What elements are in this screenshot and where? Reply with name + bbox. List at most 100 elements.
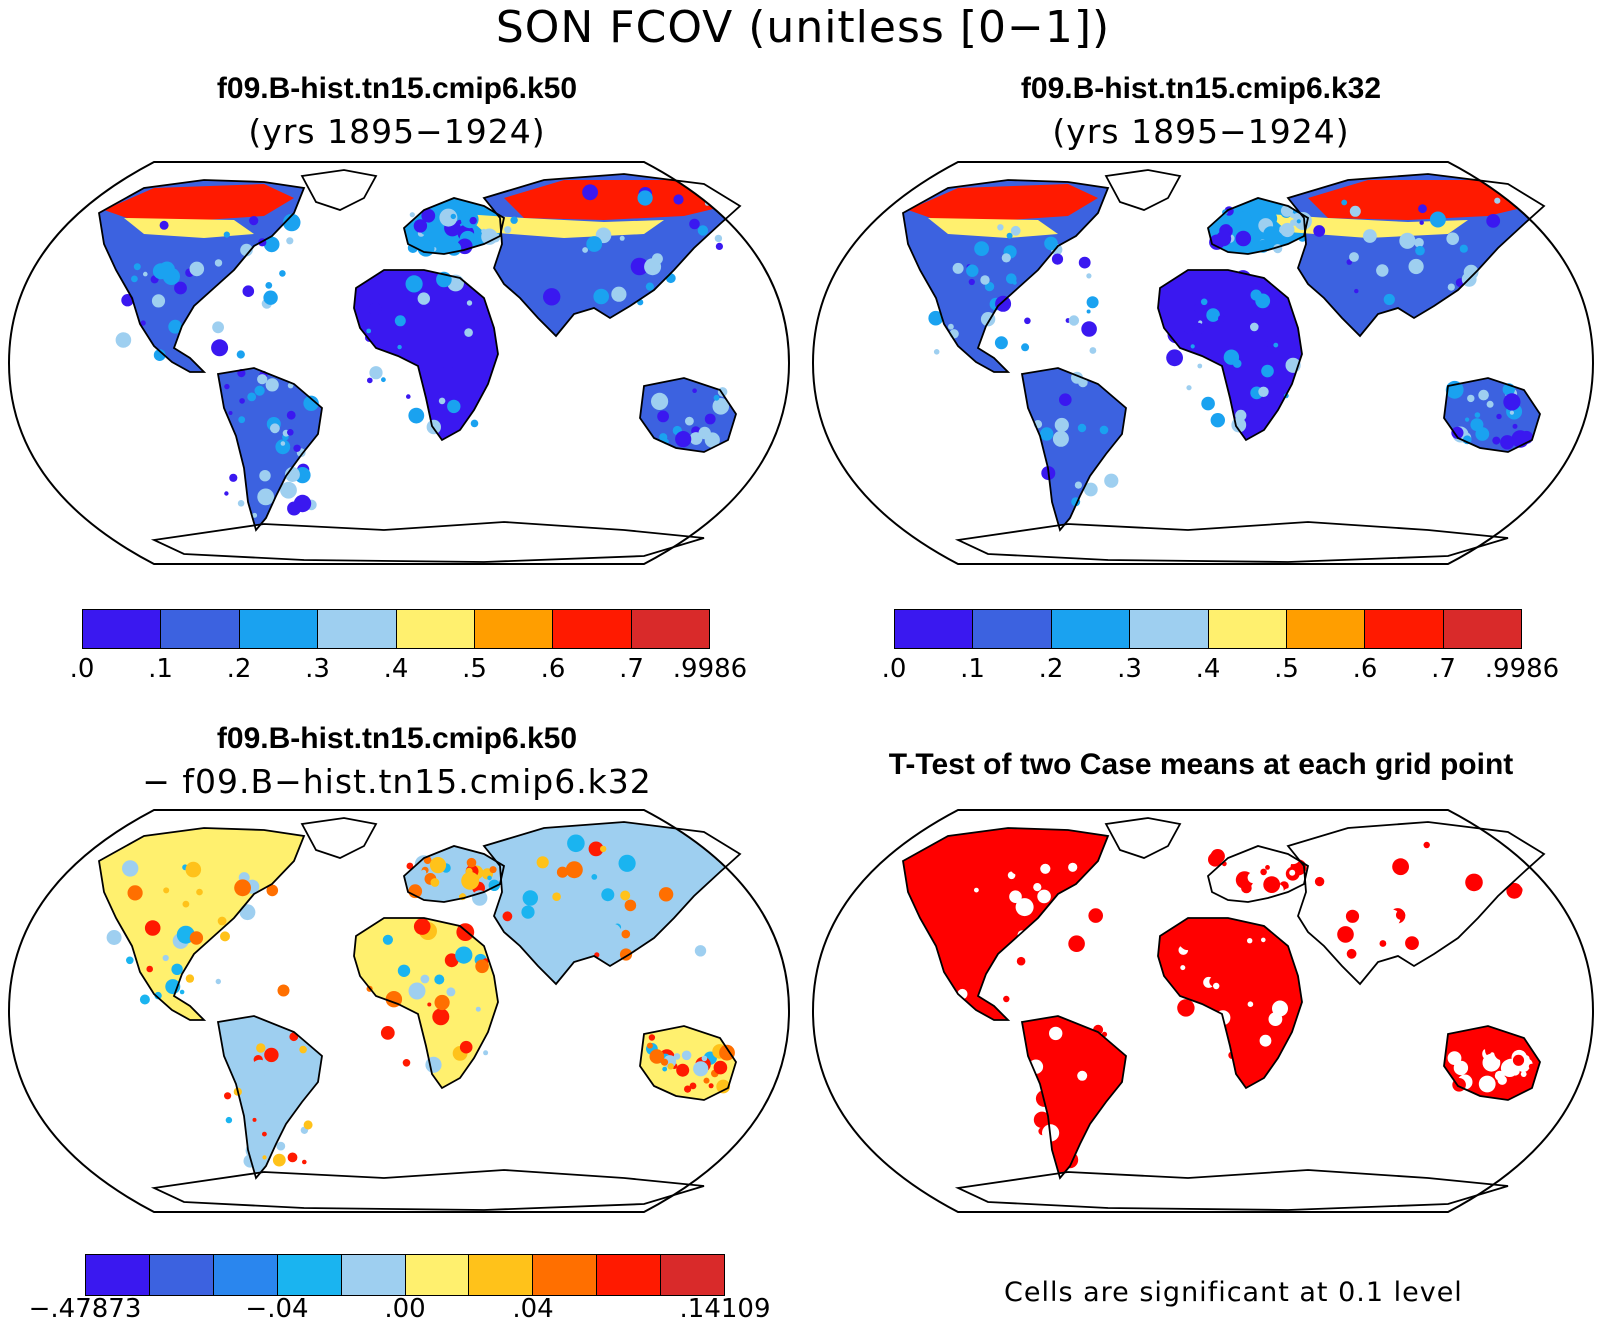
field-patch xyxy=(1383,293,1395,306)
region-asia xyxy=(1288,822,1544,984)
field-patch xyxy=(1164,945,1175,956)
field-patch xyxy=(303,395,319,411)
field-patch xyxy=(522,890,538,906)
field-patch xyxy=(224,383,230,390)
field-patch xyxy=(1289,869,1296,876)
field-patch xyxy=(152,263,169,280)
field-patch xyxy=(591,874,598,880)
field-patch xyxy=(1021,1155,1036,1170)
field-patch xyxy=(279,270,286,277)
field-patch xyxy=(995,295,1012,312)
field-patch xyxy=(716,1079,731,1094)
field-patch xyxy=(938,975,948,986)
region-australia xyxy=(640,1026,736,1100)
field-patch xyxy=(1247,929,1258,939)
field-patch xyxy=(1089,347,1097,354)
field-patch xyxy=(1033,1111,1051,1128)
field-patch xyxy=(1453,866,1467,879)
field-patch xyxy=(439,366,457,383)
colorbar-tick-label: −.04 xyxy=(245,1294,309,1324)
field-patch xyxy=(466,300,473,306)
field-patch xyxy=(1373,949,1380,957)
field-patch xyxy=(1465,873,1483,892)
panel-4-title: T-Test of two Case means at each grid po… xyxy=(888,748,1514,781)
field-patch xyxy=(624,899,637,912)
field-patch xyxy=(1091,1080,1106,1095)
field-patch xyxy=(521,905,535,919)
field-patch xyxy=(264,1047,279,1063)
field-patch xyxy=(469,216,477,225)
field-patch xyxy=(689,432,703,445)
colorbar-tick-label: .6 xyxy=(540,654,566,684)
field-patch xyxy=(1263,876,1281,893)
colorbar-tick-label: .4 xyxy=(383,654,409,684)
field-patch xyxy=(144,920,161,936)
field-patch xyxy=(582,184,598,201)
field-patch xyxy=(1287,855,1293,862)
colorbar-swatch xyxy=(396,610,475,648)
field-patch xyxy=(299,1045,307,1054)
field-patch xyxy=(966,264,979,277)
field-patch xyxy=(933,349,940,355)
colorbar-swatch xyxy=(533,1255,598,1295)
field-patch xyxy=(280,481,297,499)
field-patch xyxy=(1040,863,1051,874)
field-patch xyxy=(262,1131,267,1137)
field-patch xyxy=(704,413,716,425)
field-patch xyxy=(1216,231,1232,247)
field-patch xyxy=(252,512,258,518)
field-patch xyxy=(1274,226,1280,232)
colorbar-swatch xyxy=(973,610,1052,648)
region-antarctica xyxy=(154,1170,704,1210)
field-patch xyxy=(997,224,1004,231)
field-patch xyxy=(1021,343,1030,352)
field-patch xyxy=(366,328,372,334)
field-patch xyxy=(254,385,265,396)
field-patch xyxy=(1193,303,1203,313)
colorbar-tick-label: .9986 xyxy=(1484,654,1560,684)
field-patch xyxy=(969,948,977,956)
field-patch xyxy=(1346,259,1353,265)
region-north-america xyxy=(99,828,304,1020)
field-patch xyxy=(542,912,549,919)
coastline-south-america xyxy=(1020,1015,1127,1180)
field-patch xyxy=(1346,948,1357,959)
field-patch xyxy=(1314,876,1325,887)
field-patch xyxy=(1031,941,1048,958)
field-patch xyxy=(710,841,721,853)
field-patch xyxy=(1512,423,1518,429)
region-greenland xyxy=(302,170,376,210)
field-patch xyxy=(237,500,245,507)
field-patch xyxy=(994,336,1008,350)
field-patch xyxy=(536,856,549,869)
coastline-antarctica xyxy=(150,521,705,563)
field-patch xyxy=(648,1034,656,1041)
field-patch xyxy=(127,885,143,901)
field-patch xyxy=(1308,917,1317,926)
coastline-antarctica xyxy=(954,521,1509,563)
field-patch xyxy=(1275,863,1287,875)
field-patch xyxy=(159,220,169,230)
field-patch xyxy=(229,473,238,482)
field-patch xyxy=(153,349,166,361)
field-patch xyxy=(234,879,252,897)
field-patch xyxy=(263,290,278,305)
field-patch xyxy=(434,994,450,1011)
colorbar-panel-2 xyxy=(894,609,1522,649)
field-patch xyxy=(1199,927,1218,946)
field-patch xyxy=(1296,219,1301,224)
field-patch xyxy=(644,258,662,276)
colorbar-swatch xyxy=(1208,610,1287,648)
field-patch xyxy=(1236,206,1244,213)
field-patch xyxy=(421,208,436,223)
colorbar-difference-ticks: −.47873 −.04 .00 .04 .14109 xyxy=(29,1294,771,1326)
field-patch xyxy=(619,235,625,241)
field-patch xyxy=(713,394,720,401)
colorbar-tick-label: .2 xyxy=(226,654,252,684)
field-patch xyxy=(673,194,684,205)
coastline-antarctica xyxy=(954,1169,1509,1211)
field-patch xyxy=(217,916,227,926)
field-patch xyxy=(1093,1024,1104,1035)
field-patch xyxy=(1423,841,1430,849)
field-patch xyxy=(657,410,669,423)
